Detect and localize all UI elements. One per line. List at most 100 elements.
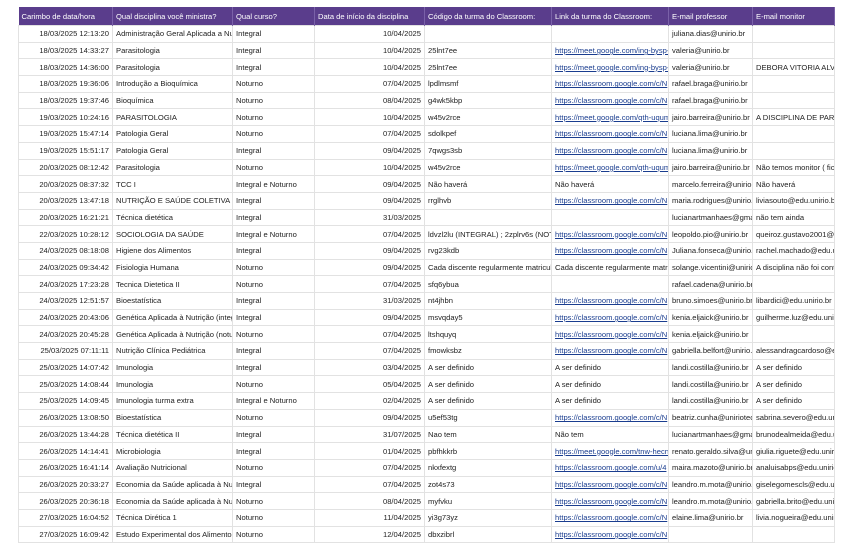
cell: 18/03/2025 14:33:27 [18, 41, 113, 60]
cell: não tem ainda [752, 208, 835, 227]
link-cell[interactable]: https://classroom.google.com/c/N [551, 241, 669, 260]
cell: 01/04/2025 [314, 442, 425, 460]
cell: Nutrição Clínica Pediátrica [112, 342, 233, 360]
cell: 25lnt7ee [424, 58, 552, 77]
cell: Não tem [551, 425, 669, 444]
cell: 08/04/2025 [314, 492, 425, 510]
link-cell[interactable]: https://classroom.google.com/c/N [551, 342, 669, 360]
table-row: 24/03/2025 20:45:28 Genética Aplicada à N… [18, 325, 835, 344]
link-cell[interactable]: https://classroom.google.com/c/N [551, 492, 669, 510]
cell: solange.vicentini@unirio [668, 258, 753, 277]
cell: 31/03/2025 [314, 292, 425, 310]
cell: Integral [232, 308, 315, 327]
link-cell[interactable]: https://meet.google.com/ing-bysp- [551, 58, 669, 77]
cell: Noturno [232, 525, 315, 544]
cell: 25lnt7ee [424, 41, 552, 60]
cell: rvg23kdb [424, 241, 552, 260]
cell: 26/03/2025 20:36:18 [18, 492, 113, 510]
link-cell[interactable]: https://classroom.google.com/u/4 [551, 458, 669, 477]
empty-cell [752, 125, 835, 143]
link-cell[interactable]: https://classroom.google.com/c/N [551, 125, 669, 143]
link-cell[interactable]: https://classroom.google.com/c/N [551, 292, 669, 310]
table-row: 27/03/2025 16:09:42 Estudo Experimental d… [18, 525, 835, 544]
cell: 19/03/2025 10:24:16 [18, 108, 113, 127]
link-cell[interactable]: https://classroom.google.com/c/N [551, 475, 669, 494]
cell: 18/03/2025 12:13:20 [18, 25, 113, 43]
cell: 24/03/2025 12:51:57 [18, 292, 113, 310]
column-header: Qual disciplina você ministra? [112, 7, 233, 26]
column-header: Data de início da disciplina [314, 7, 425, 26]
cell: A ser definido [424, 392, 552, 410]
cell: 20/03/2025 08:12:42 [18, 158, 113, 177]
cell: A ser definido [752, 375, 835, 394]
table-row: 25/03/2025 14:07:42 Imunologia Integral 03/… [18, 358, 835, 377]
cell: 10/04/2025 [314, 58, 425, 77]
cell: Noturno [232, 375, 315, 394]
cell: giselegomescls@edu.uni [752, 475, 835, 494]
cell: rachel.machado@edu.uni [752, 241, 835, 260]
cell: ltshquyq [424, 325, 552, 344]
link-cell[interactable]: https://classroom.google.com/c/N [551, 325, 669, 344]
empty-cell [752, 275, 835, 293]
table-row: 26/03/2025 20:36:18 Economia da Saúde apl… [18, 492, 835, 510]
empty-cell [424, 208, 552, 227]
link-cell[interactable]: https://meet.google.com/qth-uqum [551, 108, 669, 127]
cell: 07/04/2025 [314, 458, 425, 477]
cell: 09/04/2025 [314, 175, 425, 193]
cell: jairo.barreira@unirio.br [668, 108, 753, 127]
cell: 25/03/2025 14:08:44 [18, 375, 113, 394]
header-row: Carimbo de data/hora Qual disciplina você… [18, 7, 835, 26]
table-row: 20/03/2025 08:12:42 Parasitologia Noturno 1… [18, 158, 835, 177]
link-cell[interactable]: https://classroom.google.com/c/N [551, 408, 669, 427]
link-cell[interactable]: https://meet.google.com/tnw-hecn [551, 442, 669, 460]
cell: zot4s73 [424, 475, 552, 494]
cell: Integral [232, 208, 315, 227]
cell: nkxfextg [424, 458, 552, 477]
link-cell[interactable]: https://classroom.google.com/c/N [551, 191, 669, 210]
cell: 24/03/2025 20:45:28 [18, 325, 113, 344]
cell: 20/03/2025 08:37:32 [18, 175, 113, 193]
cell: Juliana.fonseca@unirio.b [668, 241, 753, 260]
sheet: Carimbo de data/hora Qual disciplina você… [18, 7, 835, 544]
cell: Higiene dos Alimentos [112, 241, 233, 260]
cell: 07/04/2025 [314, 275, 425, 293]
cell: 27/03/2025 16:04:52 [18, 508, 113, 527]
cell: 31/07/2025 [314, 425, 425, 444]
cell: 10/04/2025 [314, 41, 425, 60]
cell: liviasouto@edu.unirio.b [752, 191, 835, 210]
cell: rafael.braga@unirio.br [668, 91, 753, 110]
cell: Economia da Saúde aplicada à Nutr [112, 475, 233, 494]
link-cell[interactable]: https://classroom.google.com/c/N [551, 225, 669, 243]
cell: marcelo.ferreira@unirio.t [668, 175, 753, 193]
cell: sdolkpef [424, 125, 552, 143]
cell: g4wk5kbp [424, 91, 552, 110]
link-cell[interactable]: https://classroom.google.com/c/N [551, 525, 669, 544]
table-body: 18/03/2025 12:13:20 Administração Geral A… [18, 25, 835, 544]
cell: Noturno [232, 258, 315, 277]
cell: msvqday5 [424, 308, 552, 327]
cell: 10/04/2025 [314, 158, 425, 177]
cell: gabriella.belfort@unirio.t [668, 342, 753, 360]
link-cell[interactable]: https://classroom.google.com/c/N [551, 308, 669, 327]
cell: DEBORA VITORIA ALVES [752, 58, 835, 77]
table-row: 19/03/2025 10:24:16 PARASITOLOGIA Noturno 1… [18, 108, 835, 127]
cell: Noturno [232, 75, 315, 93]
cell: leandro.m.mota@unirio.b [668, 475, 753, 494]
table-row: 24/03/2025 09:34:42 Fisiologia Humana Notu… [18, 258, 835, 277]
cell: 18/03/2025 19:37:46 [18, 91, 113, 110]
cell: 07/04/2025 [314, 225, 425, 243]
link-cell[interactable]: https://meet.google.com/qth-uqum [551, 158, 669, 177]
link-cell[interactable]: https://classroom.google.com/c/N [551, 508, 669, 527]
column-header: E-mail monitor [752, 7, 835, 26]
cell: 24/03/2025 17:23:28 [18, 275, 113, 293]
cell: myfvku [424, 492, 552, 510]
link-cell[interactable]: https://classroom.google.com/c/N [551, 75, 669, 93]
table-row: 19/03/2025 15:51:17 Patologia Geral Integr… [18, 141, 835, 160]
link-cell[interactable]: https://classroom.google.com/c/N [551, 91, 669, 110]
cell: w45v2rce [424, 108, 552, 127]
cell: A ser definido [752, 358, 835, 377]
link-cell[interactable]: https://classroom.google.com/c/N [551, 141, 669, 160]
cell: Não haverá [551, 175, 669, 193]
link-cell[interactable]: https://meet.google.com/ing-bysp- [551, 41, 669, 60]
